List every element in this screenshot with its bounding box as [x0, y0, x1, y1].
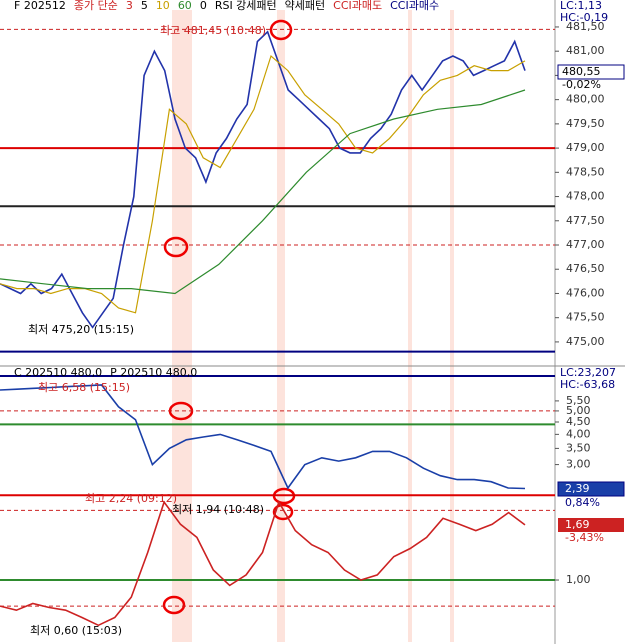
- legend-item: 약세패턴: [285, 0, 325, 12]
- side-label: HC:-63,68: [560, 378, 615, 391]
- annotation: 최저 1,94 (10:48): [172, 503, 264, 516]
- side-label: -0,02%: [562, 78, 601, 91]
- highlight-band: [277, 10, 285, 642]
- highlight-band: [450, 10, 454, 642]
- circle-marker: [162, 595, 186, 615]
- highlight-band: [172, 10, 192, 642]
- legend-item: C 202510 480,0: [14, 366, 102, 379]
- y-tick-label: 476,50: [566, 262, 605, 275]
- side-label: LC:23,207: [560, 366, 616, 379]
- side-label: 2,39: [565, 482, 590, 495]
- price-line: [0, 30, 526, 329]
- side-label: HC:-0,19: [560, 11, 608, 24]
- y-tick-label: 477,50: [566, 214, 605, 227]
- legend-item: 10: [156, 0, 170, 12]
- y-tick-label: 481,50: [566, 20, 605, 33]
- price-box: [557, 481, 625, 497]
- y-tick-label: 480,00: [566, 93, 605, 106]
- highlight-band: [408, 10, 412, 642]
- circle-marker: [269, 19, 293, 41]
- side-label: 1,69: [565, 518, 590, 531]
- legend-item: CCI과매도: [333, 0, 382, 12]
- annotation: 최고 2,24 (09:12): [85, 492, 177, 505]
- annotation: 최고 481,45 (10:48): [160, 24, 266, 37]
- y-tick-label: 481,00: [566, 44, 605, 57]
- circle-marker: [163, 236, 189, 258]
- price-box: [557, 64, 625, 80]
- side-label: LC:1,13: [560, 0, 602, 12]
- price-box: [558, 518, 624, 532]
- y-tick-label: 479,00: [566, 141, 605, 154]
- y-tick-label: 5,50: [566, 394, 591, 407]
- y-tick-label: 475,50: [566, 311, 605, 324]
- y-tick-label: 478,00: [566, 190, 605, 203]
- y-tick-label: 476,00: [566, 286, 605, 299]
- annotation: 최저 475,20 (15:15): [28, 323, 134, 336]
- price-line: [0, 89, 526, 295]
- legend-item: F 202512: [14, 0, 66, 12]
- y-tick-label: 479,50: [566, 117, 605, 130]
- legend-item: 5: [141, 0, 148, 12]
- legend-item: 0: [200, 0, 207, 12]
- y-tick-label: 477,00: [566, 238, 605, 251]
- annotation: 최고 6,58 (15:15): [38, 381, 130, 394]
- y-tick-label: 1,00: [566, 573, 591, 586]
- y-tick-label: 4,50: [566, 415, 591, 428]
- price-line: [0, 384, 526, 490]
- price-line: [0, 500, 526, 627]
- annotation: 최저 0,60 (15:03): [30, 624, 122, 637]
- side-label: 0,84%: [565, 496, 600, 509]
- legend-item: 3: [126, 0, 133, 12]
- legend-item: 종가 단순: [74, 0, 118, 12]
- legend-item: RSI 강세패턴: [215, 0, 277, 12]
- y-tick-label: 4,00: [566, 427, 591, 440]
- side-label: -3,43%: [565, 531, 604, 544]
- y-tick-label: 475,00: [566, 335, 605, 348]
- legend-item: CCI과매수: [390, 0, 439, 12]
- legend-item: P 202510 480,0: [110, 366, 197, 379]
- y-tick-label: 3,00: [566, 458, 591, 471]
- circle-marker: [272, 503, 294, 521]
- legend-item: 60: [178, 0, 192, 12]
- y-tick-label: 5,00: [566, 404, 591, 417]
- y-tick-label: 478,50: [566, 165, 605, 178]
- price-line: [0, 54, 526, 314]
- side-label: 480,55: [562, 65, 601, 78]
- y-tick-label: 3,50: [566, 441, 591, 454]
